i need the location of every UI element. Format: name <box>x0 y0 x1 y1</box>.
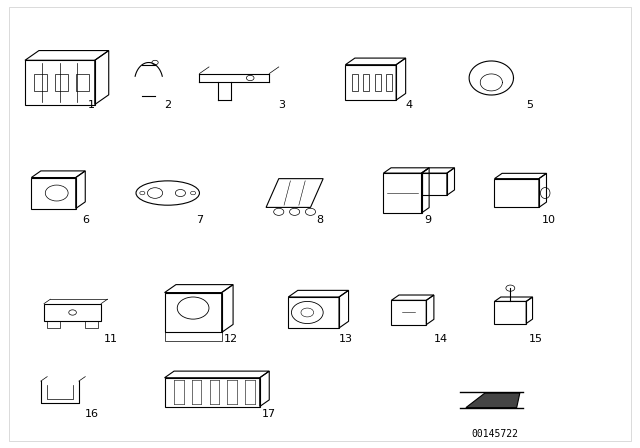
Text: 00145722: 00145722 <box>471 429 518 439</box>
Text: 17: 17 <box>262 409 276 419</box>
Text: 9: 9 <box>424 215 431 224</box>
Text: 11: 11 <box>104 334 118 344</box>
Text: 4: 4 <box>405 99 412 110</box>
Text: 10: 10 <box>541 215 556 224</box>
Text: 12: 12 <box>224 334 238 344</box>
Text: 16: 16 <box>84 409 99 419</box>
Text: 7: 7 <box>196 215 203 224</box>
Text: 3: 3 <box>278 99 285 110</box>
Polygon shape <box>466 393 520 408</box>
Text: 14: 14 <box>433 334 447 344</box>
Text: 1: 1 <box>88 99 95 110</box>
Text: 6: 6 <box>82 215 89 224</box>
Text: 8: 8 <box>316 215 324 224</box>
Text: 13: 13 <box>339 334 353 344</box>
Text: 2: 2 <box>164 99 172 110</box>
Text: 5: 5 <box>526 99 533 110</box>
Text: 15: 15 <box>529 334 543 344</box>
